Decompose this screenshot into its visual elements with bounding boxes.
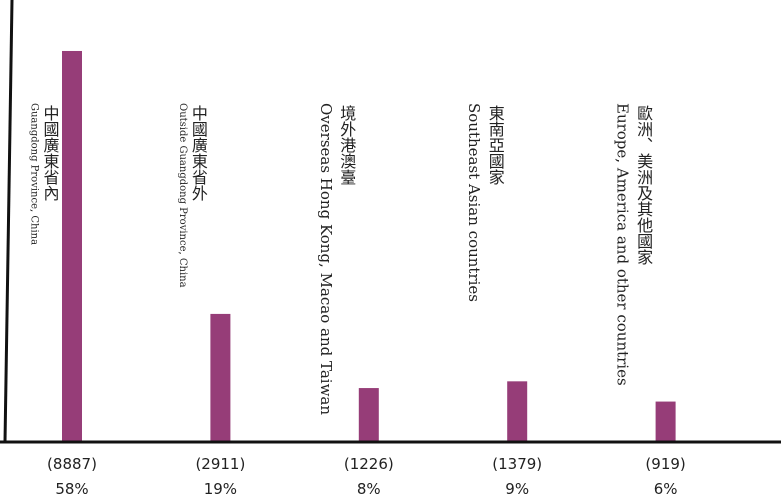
percent-label: 6% [654, 480, 678, 496]
bar [358, 388, 379, 442]
category-label-en: Outside Guangdong Province, China [177, 103, 188, 288]
value-label: (1226) [344, 455, 394, 473]
value-label: (8887) [47, 455, 97, 473]
category-label: 中國廣東省外 [189, 105, 208, 201]
percent-label: 19% [204, 480, 237, 496]
value-label: (1379) [492, 455, 542, 473]
y-axis [3, 0, 14, 443]
category-label-en: Europe, America and other countries [614, 103, 632, 386]
category-label-en: Southeast Asian countries [465, 103, 483, 302]
category-label: 歐洲、美洲及其他國家 [634, 105, 653, 265]
category-label-en: Guangdong Province, China [29, 103, 40, 245]
bar [62, 50, 82, 443]
category-label: 東南亞國家 [486, 105, 505, 185]
bar [507, 381, 528, 442]
category-label: 中國廣東省內 [41, 105, 60, 202]
category-label: 境外港澳臺 [337, 104, 356, 185]
percent-label: 9% [505, 480, 529, 496]
value-label: (2911) [195, 455, 245, 473]
percent-label: 58% [55, 480, 88, 496]
bar [210, 313, 231, 442]
bar [655, 401, 676, 442]
value-label: (919) [645, 455, 685, 473]
percent-label: 8% [357, 480, 381, 496]
category-label-en: Overseas Hong Kong, Macao and Taiwan [317, 103, 335, 415]
